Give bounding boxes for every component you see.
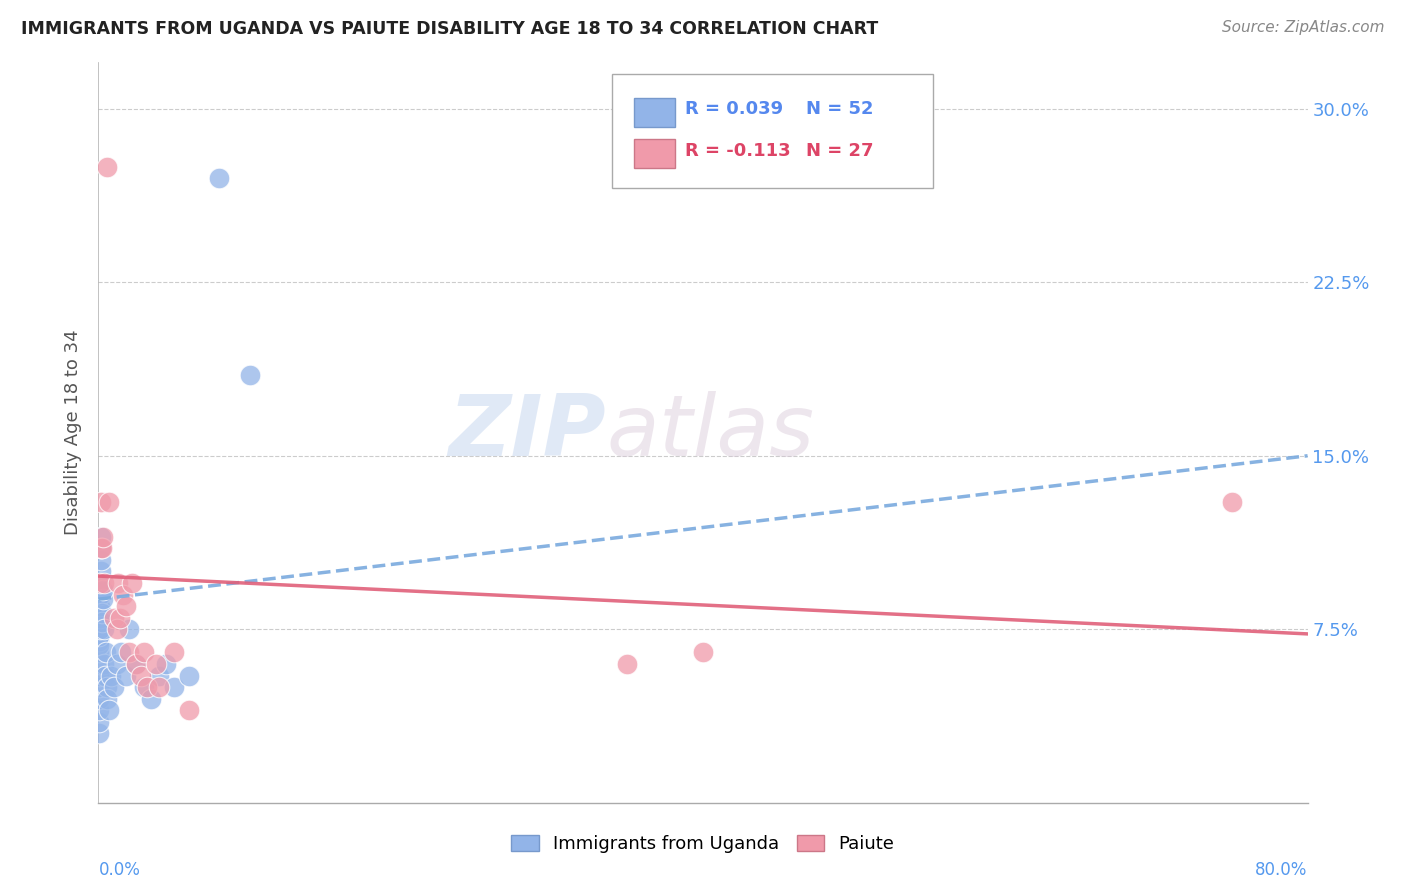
Point <box>114 668 136 682</box>
Point <box>89 599 111 614</box>
Point <box>91 582 114 597</box>
Point <box>91 530 114 544</box>
Point <box>105 657 128 671</box>
Point <box>89 633 111 648</box>
Point <box>91 592 114 607</box>
Point <box>89 588 111 602</box>
Point <box>103 680 125 694</box>
Point <box>145 657 167 671</box>
Point <box>239 368 262 382</box>
Point <box>1220 495 1243 509</box>
Point <box>141 691 163 706</box>
Point <box>89 703 111 717</box>
Point <box>89 629 111 643</box>
Point <box>94 645 117 659</box>
Point <box>89 645 111 659</box>
Point <box>89 668 111 682</box>
Point <box>132 645 155 659</box>
Point <box>89 622 111 636</box>
Point <box>93 622 115 636</box>
Point <box>111 588 134 602</box>
Text: N = 52: N = 52 <box>806 100 873 118</box>
Point <box>103 610 125 624</box>
Point <box>89 576 111 591</box>
Point <box>125 657 148 671</box>
Point <box>89 680 111 694</box>
Text: 0.0%: 0.0% <box>98 861 141 879</box>
Point <box>90 576 112 591</box>
Text: atlas: atlas <box>606 391 814 475</box>
Point <box>98 703 121 717</box>
Text: IMMIGRANTS FROM UGANDA VS PAIUTE DISABILITY AGE 18 TO 34 CORRELATION CHART: IMMIGRANTS FROM UGANDA VS PAIUTE DISABIL… <box>21 20 879 37</box>
Text: R = -0.113: R = -0.113 <box>685 143 790 161</box>
Point <box>98 495 121 509</box>
Point <box>118 645 141 659</box>
Point <box>90 530 112 544</box>
Point <box>89 657 111 671</box>
Point <box>89 691 111 706</box>
Point <box>132 680 155 694</box>
Point <box>91 615 114 630</box>
Point <box>89 633 111 648</box>
Point <box>90 541 112 556</box>
Point <box>179 668 201 682</box>
Point <box>692 645 714 659</box>
Point <box>179 703 201 717</box>
Point <box>96 160 118 174</box>
Point <box>129 668 152 682</box>
Point <box>89 622 111 636</box>
FancyBboxPatch shape <box>613 73 932 188</box>
Point <box>90 495 112 509</box>
Point <box>110 645 132 659</box>
Point <box>91 606 114 620</box>
Point <box>89 610 111 624</box>
Text: ZIP: ZIP <box>449 391 606 475</box>
Point <box>89 599 111 614</box>
Text: 80.0%: 80.0% <box>1256 861 1308 879</box>
Point <box>125 657 148 671</box>
Point <box>208 171 231 186</box>
Point <box>90 553 112 567</box>
Point <box>118 622 141 636</box>
Point <box>93 657 115 671</box>
Point <box>616 657 638 671</box>
Point <box>89 610 111 624</box>
Point <box>163 645 186 659</box>
Text: N = 27: N = 27 <box>806 143 873 161</box>
Point <box>90 565 112 579</box>
Point <box>89 726 111 740</box>
Point <box>96 691 118 706</box>
Point <box>90 541 112 556</box>
Point <box>94 668 117 682</box>
Point <box>89 639 111 653</box>
Legend: Immigrants from Uganda, Paiute: Immigrants from Uganda, Paiute <box>505 828 901 861</box>
Point <box>105 622 128 636</box>
Point <box>148 680 170 694</box>
Point <box>163 680 186 694</box>
Y-axis label: Disability Age 18 to 34: Disability Age 18 to 34 <box>65 330 83 535</box>
Point <box>89 714 111 729</box>
FancyBboxPatch shape <box>634 138 675 168</box>
Point <box>108 610 131 624</box>
Point <box>91 541 114 556</box>
Point <box>96 680 118 694</box>
Point <box>100 668 122 682</box>
Text: Source: ZipAtlas.com: Source: ZipAtlas.com <box>1222 20 1385 35</box>
Point <box>121 576 143 591</box>
Point <box>155 657 177 671</box>
Point <box>148 668 170 682</box>
Point <box>114 599 136 614</box>
Point <box>89 576 111 591</box>
Point <box>89 588 111 602</box>
FancyBboxPatch shape <box>634 98 675 127</box>
Text: R = 0.039: R = 0.039 <box>685 100 783 118</box>
Point <box>93 576 115 591</box>
Point <box>107 576 129 591</box>
Point <box>135 680 157 694</box>
